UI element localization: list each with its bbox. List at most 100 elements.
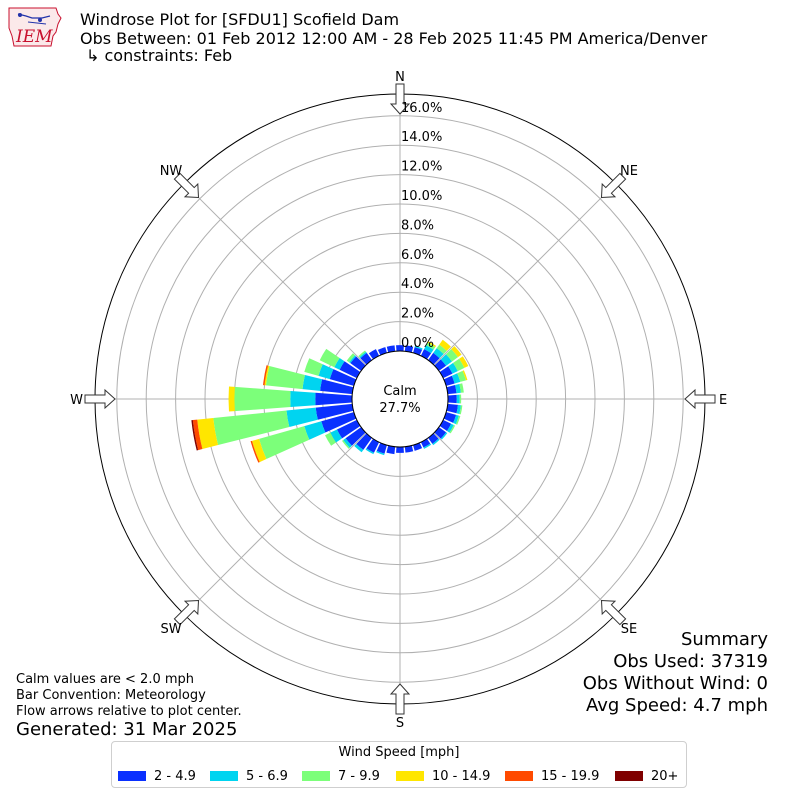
radial-tick-label: 12.0%: [401, 160, 442, 175]
bar-segment-260-bin2: [213, 410, 290, 446]
flow-arrow-icon: [600, 172, 627, 199]
axis-labels: 0.0% 2.0% 4.0% 6.0% 8.0% 10.0% 12.0% 14.0% 16.0%…: [70, 70, 727, 731]
flow-arrow-icon: [389, 683, 411, 715]
direction-label-NE: NE: [620, 164, 638, 179]
flow-arrow-icon: [173, 172, 200, 199]
bar-segment-280-bin4: [263, 365, 268, 386]
bar-segment-320-bin1: [359, 351, 367, 359]
direction-label-SW: SW: [160, 622, 181, 637]
bar-segment-280-bin1: [302, 374, 323, 391]
bar-segment-210-bin1: [365, 448, 374, 455]
generated-date: Generated: 31 Mar 2025: [16, 719, 238, 740]
legend-label-10-14.9: 10 - 14.9: [432, 769, 491, 784]
radial-tick-label: 4.0%: [401, 277, 434, 292]
bar-segment-140-bin1: [432, 438, 440, 446]
bar-segment-50-bin3: [451, 346, 462, 358]
legend-swatch-10-14.9: [396, 771, 424, 781]
bar-segment-240-bin1: [330, 429, 343, 443]
legend-label-20plus: 20+: [651, 769, 679, 784]
bar-segment-200-bin0: [376, 442, 387, 454]
flow-arrow-icon: [600, 599, 627, 626]
grid-spoke: [433, 182, 617, 366]
bar-segment-120-bin0: [439, 419, 452, 431]
obs-between: Obs Between: 01 Feb 2012 12:00 AM - 28 F…: [80, 29, 708, 48]
legend-label-5-6.9: 5 - 6.9: [246, 769, 288, 784]
bar-segment-60-bin2: [453, 358, 465, 372]
iem-logo: IEM: [6, 6, 64, 50]
bar-segment-80-bin0: [446, 385, 457, 395]
legend-swatch-5-6.9: [210, 771, 238, 781]
legend-swatch-20plus: [615, 771, 643, 781]
constraints: ↳ constraints: Feb: [86, 46, 233, 65]
bar-segment-90-bin0: [447, 394, 457, 404]
bar-segment-230-bin0: [345, 427, 366, 446]
bar-segment-100-bin0: [446, 403, 458, 414]
bar-segment-150-bin1: [423, 443, 432, 449]
bar-segment-260-bin1: [286, 407, 318, 428]
bar-segment-240-bin0: [336, 419, 361, 439]
radial-tick-label: 10.0%: [401, 189, 442, 204]
direction-label-E: E: [719, 393, 727, 408]
flow-arrow-icon: [84, 388, 116, 410]
bar-segment-100-bin2: [459, 405, 463, 415]
bar-segment-260-bin3: [197, 417, 219, 449]
legend-swatch-7-9.9: [302, 771, 330, 781]
bar-segment-250-bin0: [321, 412, 357, 433]
bar-segment-110-bin1: [453, 414, 459, 425]
bar-segment-170-bin0: [404, 445, 414, 453]
bar-segment-180-bin0: [396, 446, 404, 453]
bar-segment-310-bin2: [346, 353, 356, 363]
flow-arrow-icon: [389, 83, 411, 115]
bar-segment-300-bin2: [319, 348, 340, 368]
bar-segment-280-bin2: [265, 365, 306, 390]
bar-segment-350-bin0: [386, 345, 396, 353]
bar-segment-60-bin1: [448, 362, 458, 374]
bar-segment-110-bin0: [443, 412, 457, 423]
direction-label-N: N: [395, 70, 405, 85]
bar-segment-270-bin3: [228, 386, 235, 412]
bar-segment-110-bin2: [455, 415, 461, 425]
bar-segment-310-bin0: [350, 356, 366, 371]
bar-segment-80-bin2: [459, 383, 464, 393]
bar-segment-270-bin0: [315, 392, 353, 406]
direction-label-NW: NW: [160, 164, 183, 179]
bar-segment-40-bin3: [439, 339, 451, 351]
bar-segment-290-bin2: [304, 358, 323, 376]
direction-label-W: W: [70, 393, 83, 408]
bar-segment-230-bin1: [343, 438, 352, 448]
direction-label-S: S: [396, 716, 404, 731]
bar-segment-200-bin1: [376, 450, 385, 456]
bar-segment-230-bin2: [341, 439, 350, 449]
logo-text: IEM: [16, 27, 53, 47]
calm-value: 27.7%: [379, 401, 420, 416]
summary-obs-without-wind: Obs Without Wind: 0: [582, 673, 768, 694]
calm-circle-shape: [351, 350, 449, 448]
bar-segment-70-bin0: [443, 375, 455, 386]
windrose-bars: [191, 339, 469, 463]
iowa-state-outline-icon: [8, 7, 62, 47]
bar-segment-220-bin0: [356, 433, 372, 450]
bar-convention-note: Bar Convention: Meteorology: [16, 688, 206, 703]
radial-tick-label: 16.0%: [401, 101, 442, 116]
bar-segment-60-bin3: [459, 356, 469, 368]
legend-swatch-2-4.9: [118, 771, 146, 781]
bar-segment-300-bin0: [339, 361, 361, 379]
direction-label-SE: SE: [621, 622, 637, 637]
bar-segment-250-bin1: [304, 421, 326, 440]
bar-segment-190-bin0: [386, 445, 396, 455]
bar-segment-280-bin3: [264, 365, 270, 386]
summary-obs-used: Obs Used: 37319: [613, 651, 768, 672]
grid-spoke: [433, 432, 617, 616]
bar-segment-60-bin0: [439, 366, 453, 379]
grid-spoke: [183, 432, 367, 616]
bar-segment-290-bin0: [329, 369, 357, 386]
bar-segment-50-bin2: [446, 349, 459, 362]
radial-tick-label: 2.0%: [401, 307, 434, 322]
bar-segment-20-bin1: [414, 345, 423, 350]
bar-segment-320-bin2: [358, 350, 366, 358]
bar-segment-260-bin5: [191, 420, 199, 451]
bar-segment-100-bin1: [456, 404, 461, 415]
bar-segment-0-bin0: [396, 345, 404, 352]
radial-tick-label: 6.0%: [401, 248, 434, 263]
